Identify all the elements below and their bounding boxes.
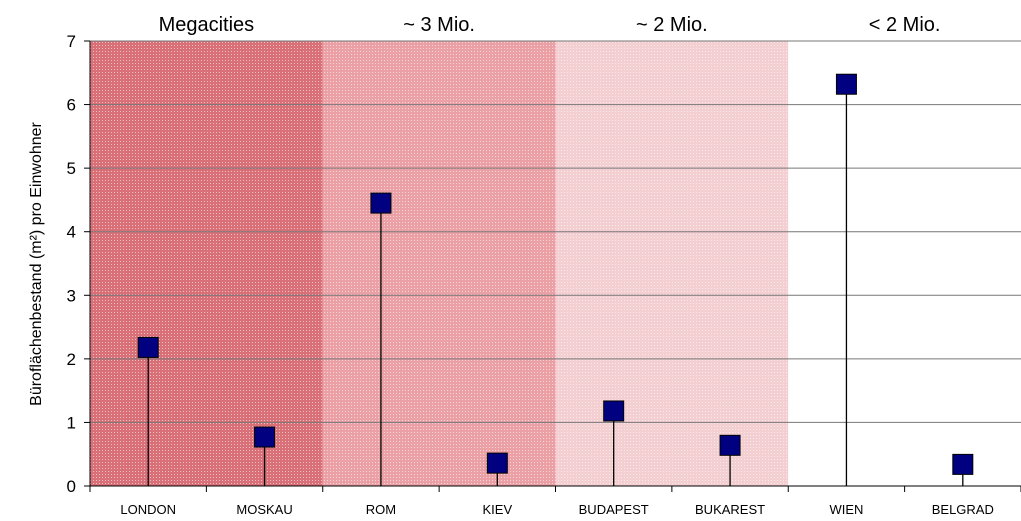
gridlines [90,40,1021,423]
group-bands [90,41,1021,486]
y-tick-labels: 0 1 2 3 4 5 6 7 [67,32,76,496]
marker-rom [370,192,392,214]
y-tick-label-5: 5 [67,159,76,178]
y-tick-label-0: 0 [67,477,76,496]
group-band-texture-1 [322,41,556,486]
marker-moskau [254,426,276,448]
marker-belgrad [952,453,974,475]
stems [147,84,964,486]
group-band-texture-0 [90,41,323,486]
y-tick-label-3: 3 [67,286,76,305]
markers [137,73,974,475]
y-tick-label-6: 6 [67,96,76,115]
axes [84,40,1021,492]
group-band-texture-2 [555,41,789,486]
group-label-1: ~ 3 Mio. [403,14,475,36]
y-axis-label: Büroflächenbestand (m²) pro Einwohner [28,121,45,405]
y-tick-label-1: 1 [67,413,76,432]
x-tick-label-wien: WIEN [829,502,863,517]
group-labels: Megacities ~ 3 Mio. ~ 2 Mio. < 2 Mio. [159,14,941,36]
group-label-2: ~ 2 Mio. [636,14,708,36]
y-tick-label-2: 2 [67,350,76,369]
marker-wien [835,73,857,95]
marker-kiev [486,452,508,474]
y-tick-label-7: 7 [67,32,76,51]
marker-budapest [603,400,625,422]
x-tick-label-budapest: BUDAPEST [579,502,649,517]
x-tick-label-belgrad: BELGRAD [932,502,994,517]
x-tick-label-moskau: MOSKAU [236,502,292,517]
x-tick-label-bukarest: BUKAREST [695,502,765,517]
group-label-0: Megacities [159,14,255,36]
x-tick-label-london: LONDON [120,502,176,517]
group-band-3 [788,41,1021,486]
marker-london [137,336,159,358]
y-tick-label-4: 4 [67,223,76,242]
group-label-3: < 2 Mio. [869,14,941,36]
x-tick-label-kiev: KIEV [483,502,513,517]
x-tick-label-rom: ROM [366,502,396,517]
x-tick-labels: LONDON MOSKAU ROM KIEV BUDAPEST BUKAREST WIEN B… [120,502,994,517]
marker-bukarest [719,434,741,456]
